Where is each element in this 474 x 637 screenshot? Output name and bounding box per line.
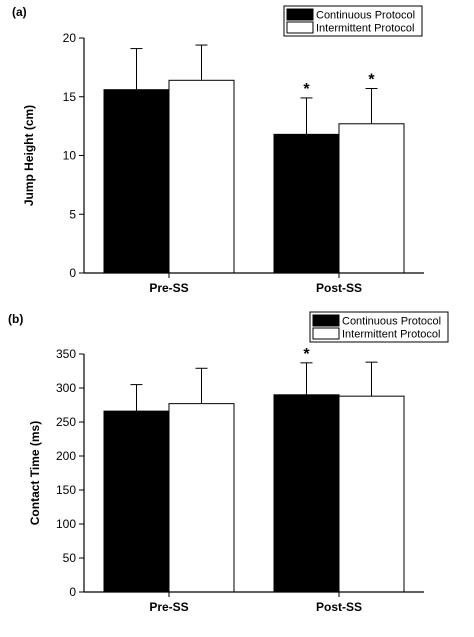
- significance-marker: *: [368, 72, 375, 89]
- legend-swatch: [286, 21, 314, 34]
- panel-label: (b): [8, 312, 23, 326]
- y-tick-label: 0: [69, 585, 76, 599]
- y-tick-label: 250: [56, 415, 76, 429]
- category-label: Post-SS: [316, 600, 362, 614]
- bar: [338, 123, 405, 274]
- y-tick-label: 50: [63, 551, 77, 565]
- y-tick-label: 300: [56, 381, 76, 395]
- y-tick-label: 350: [56, 347, 76, 361]
- y-tick-label: 200: [56, 449, 76, 463]
- bar: [168, 79, 235, 274]
- y-tick-label: 15: [63, 90, 77, 104]
- y-tick-label: 150: [56, 483, 76, 497]
- y-tick-label: 5: [69, 207, 76, 221]
- significance-marker: *: [303, 346, 310, 363]
- category-label: Post-SS: [316, 281, 362, 295]
- y-tick-label: 100: [56, 517, 76, 531]
- y-tick-label: 0: [69, 266, 76, 280]
- legend-swatch: [312, 314, 340, 327]
- panel-label: (a): [12, 5, 27, 19]
- y-axis-title: Jump Height (cm): [22, 105, 36, 206]
- category-label: Pre-SS: [149, 600, 188, 614]
- y-tick-label: 10: [63, 149, 77, 163]
- legend-entry: Intermittent Protocol: [342, 329, 440, 341]
- bar: [273, 133, 340, 274]
- y-axis-title: Contact Time (ms): [28, 421, 42, 525]
- bar: [103, 89, 170, 274]
- bar: [273, 394, 340, 593]
- legend-entry: Continuous Protocol: [342, 316, 441, 328]
- chart-panel-a: (a) 0 5 10 15 20 Jump Height (cm) * * Pre-SS Post-…: [12, 5, 424, 295]
- legend-swatch: [312, 327, 340, 340]
- significance-marker: *: [303, 81, 310, 98]
- bar: [168, 403, 235, 593]
- bar: [338, 395, 405, 593]
- legend-swatch: [286, 8, 314, 21]
- bar: [103, 410, 170, 593]
- legend-entry: Continuous Protocol: [316, 10, 415, 22]
- chart-panel-b: (b) 0 50 100 150 200 250 300 350 Contact Time (ms…: [8, 311, 449, 614]
- y-tick-label: 20: [63, 31, 77, 45]
- legend-entry: Intermittent Protocol: [316, 23, 414, 35]
- category-label: Pre-SS: [149, 281, 188, 295]
